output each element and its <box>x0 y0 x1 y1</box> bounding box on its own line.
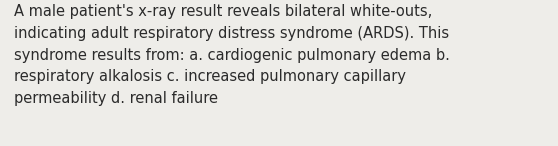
Text: A male patient's x-ray result reveals bilateral white-outs,
indicating adult res: A male patient's x-ray result reveals bi… <box>14 4 450 106</box>
